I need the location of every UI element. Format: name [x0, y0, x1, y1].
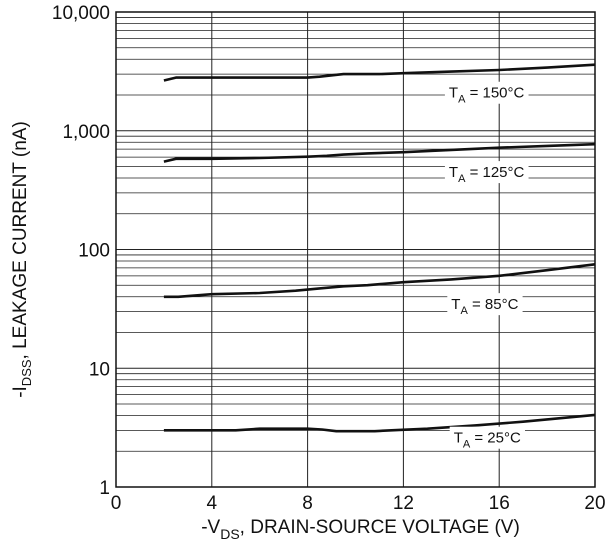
series-line-1	[163, 63, 596, 82]
x-axis-label: -VDS, DRAIN-SOURCE VOLTAGE (V)	[201, 517, 520, 542]
y-tick-label: 10,000	[52, 3, 110, 24]
y-tick-label: 100	[78, 241, 110, 262]
series-label-background	[444, 161, 529, 184]
series-label-2: TA = 125°C	[449, 164, 525, 185]
series-line-4	[163, 413, 596, 433]
y-tick-label: 1,000	[62, 122, 110, 143]
y-tick-label: 1	[99, 478, 110, 499]
x-tick-label: 16	[489, 493, 510, 514]
y-tick-labels: 1 10 100 1,000 10,000	[52, 3, 110, 499]
series-label-4: TA = 25°C	[454, 430, 521, 451]
series-label-background	[444, 81, 529, 104]
series-label-background	[447, 293, 523, 316]
y-tick-label: 10	[89, 359, 110, 380]
plot-frame	[115, 11, 596, 488]
series-label-3: TA = 85°C	[451, 296, 518, 317]
series-line-2	[163, 142, 596, 163]
series-label-background	[449, 426, 525, 449]
x-tick-label: 8	[302, 493, 313, 514]
series-line-3	[163, 263, 596, 299]
y-axis-label: -IDSS, LEAKAGE CURRENT (nA)	[10, 121, 34, 398]
x-tick-label: 4	[207, 493, 218, 514]
x-tick-label: 12	[393, 493, 414, 514]
series-labels: TA = 150°C TA = 125°C TA = 85°C TA = 25°C	[444, 81, 529, 451]
x-tick-label: 0	[111, 493, 122, 514]
x-tick-label: 20	[584, 493, 605, 514]
data-series	[163, 63, 596, 433]
series-label-1: TA = 150°C	[449, 85, 525, 106]
x-tick-labels: 0 4 8 12 16 20	[111, 493, 606, 514]
